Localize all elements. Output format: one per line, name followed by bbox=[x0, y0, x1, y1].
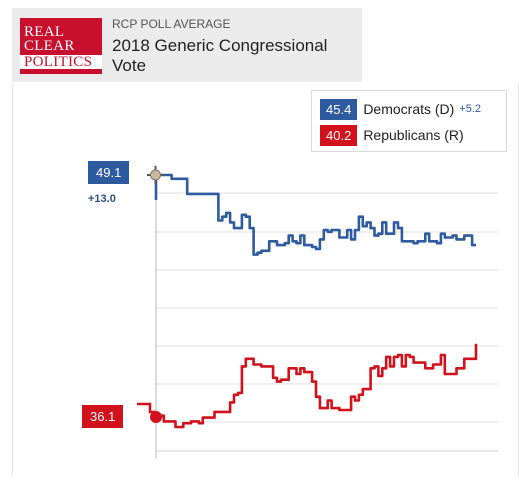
dem-start-value: 49.1 bbox=[88, 161, 130, 184]
logo-line-2: CLEAR bbox=[24, 38, 75, 54]
logo-line-1: REAL bbox=[24, 24, 65, 40]
logo-line-3: POLITICS bbox=[20, 55, 102, 70]
rep-start-value: 36.1 bbox=[82, 405, 124, 428]
legend-dem-change: +5.2 bbox=[459, 103, 482, 115]
chart-frame bbox=[12, 84, 519, 476]
dem-series-line[interactable] bbox=[156, 173, 476, 256]
spread-value: +13.0 bbox=[88, 193, 116, 205]
rep-series-line[interactable] bbox=[156, 343, 478, 429]
legend-item-dem[interactable]: 45.4 Democrats (D) +5.2 bbox=[320, 98, 481, 120]
legend-dem-label: Democrats (D) bbox=[363, 101, 455, 117]
realclearpolitics-logo[interactable]: REAL CLEAR POLITICS bbox=[20, 18, 102, 74]
chart-header: REAL CLEAR POLITICS RCP POLL AVERAGE 201… bbox=[12, 8, 362, 82]
rep-start-marker bbox=[150, 411, 162, 423]
poll-average-kicker: RCP POLL AVERAGE bbox=[112, 17, 231, 31]
crosshair-marker[interactable] bbox=[147, 166, 164, 184]
series-layer bbox=[137, 173, 478, 429]
chart-title: 2018 Generic Congressional Vote bbox=[112, 36, 328, 75]
legend-rep-label: Republicans (R) bbox=[363, 127, 464, 143]
rep-series-lead bbox=[137, 402, 156, 414]
legend-rep-value: 40.2 bbox=[320, 124, 358, 146]
legend-item-rep[interactable]: 40.2 Republicans (R) bbox=[320, 124, 464, 146]
chart-legend: 45.4 Democrats (D) +5.2 40.2 Republicans… bbox=[311, 90, 507, 152]
gridlines bbox=[156, 192, 498, 423]
legend-dem-value: 45.4 bbox=[320, 98, 358, 120]
